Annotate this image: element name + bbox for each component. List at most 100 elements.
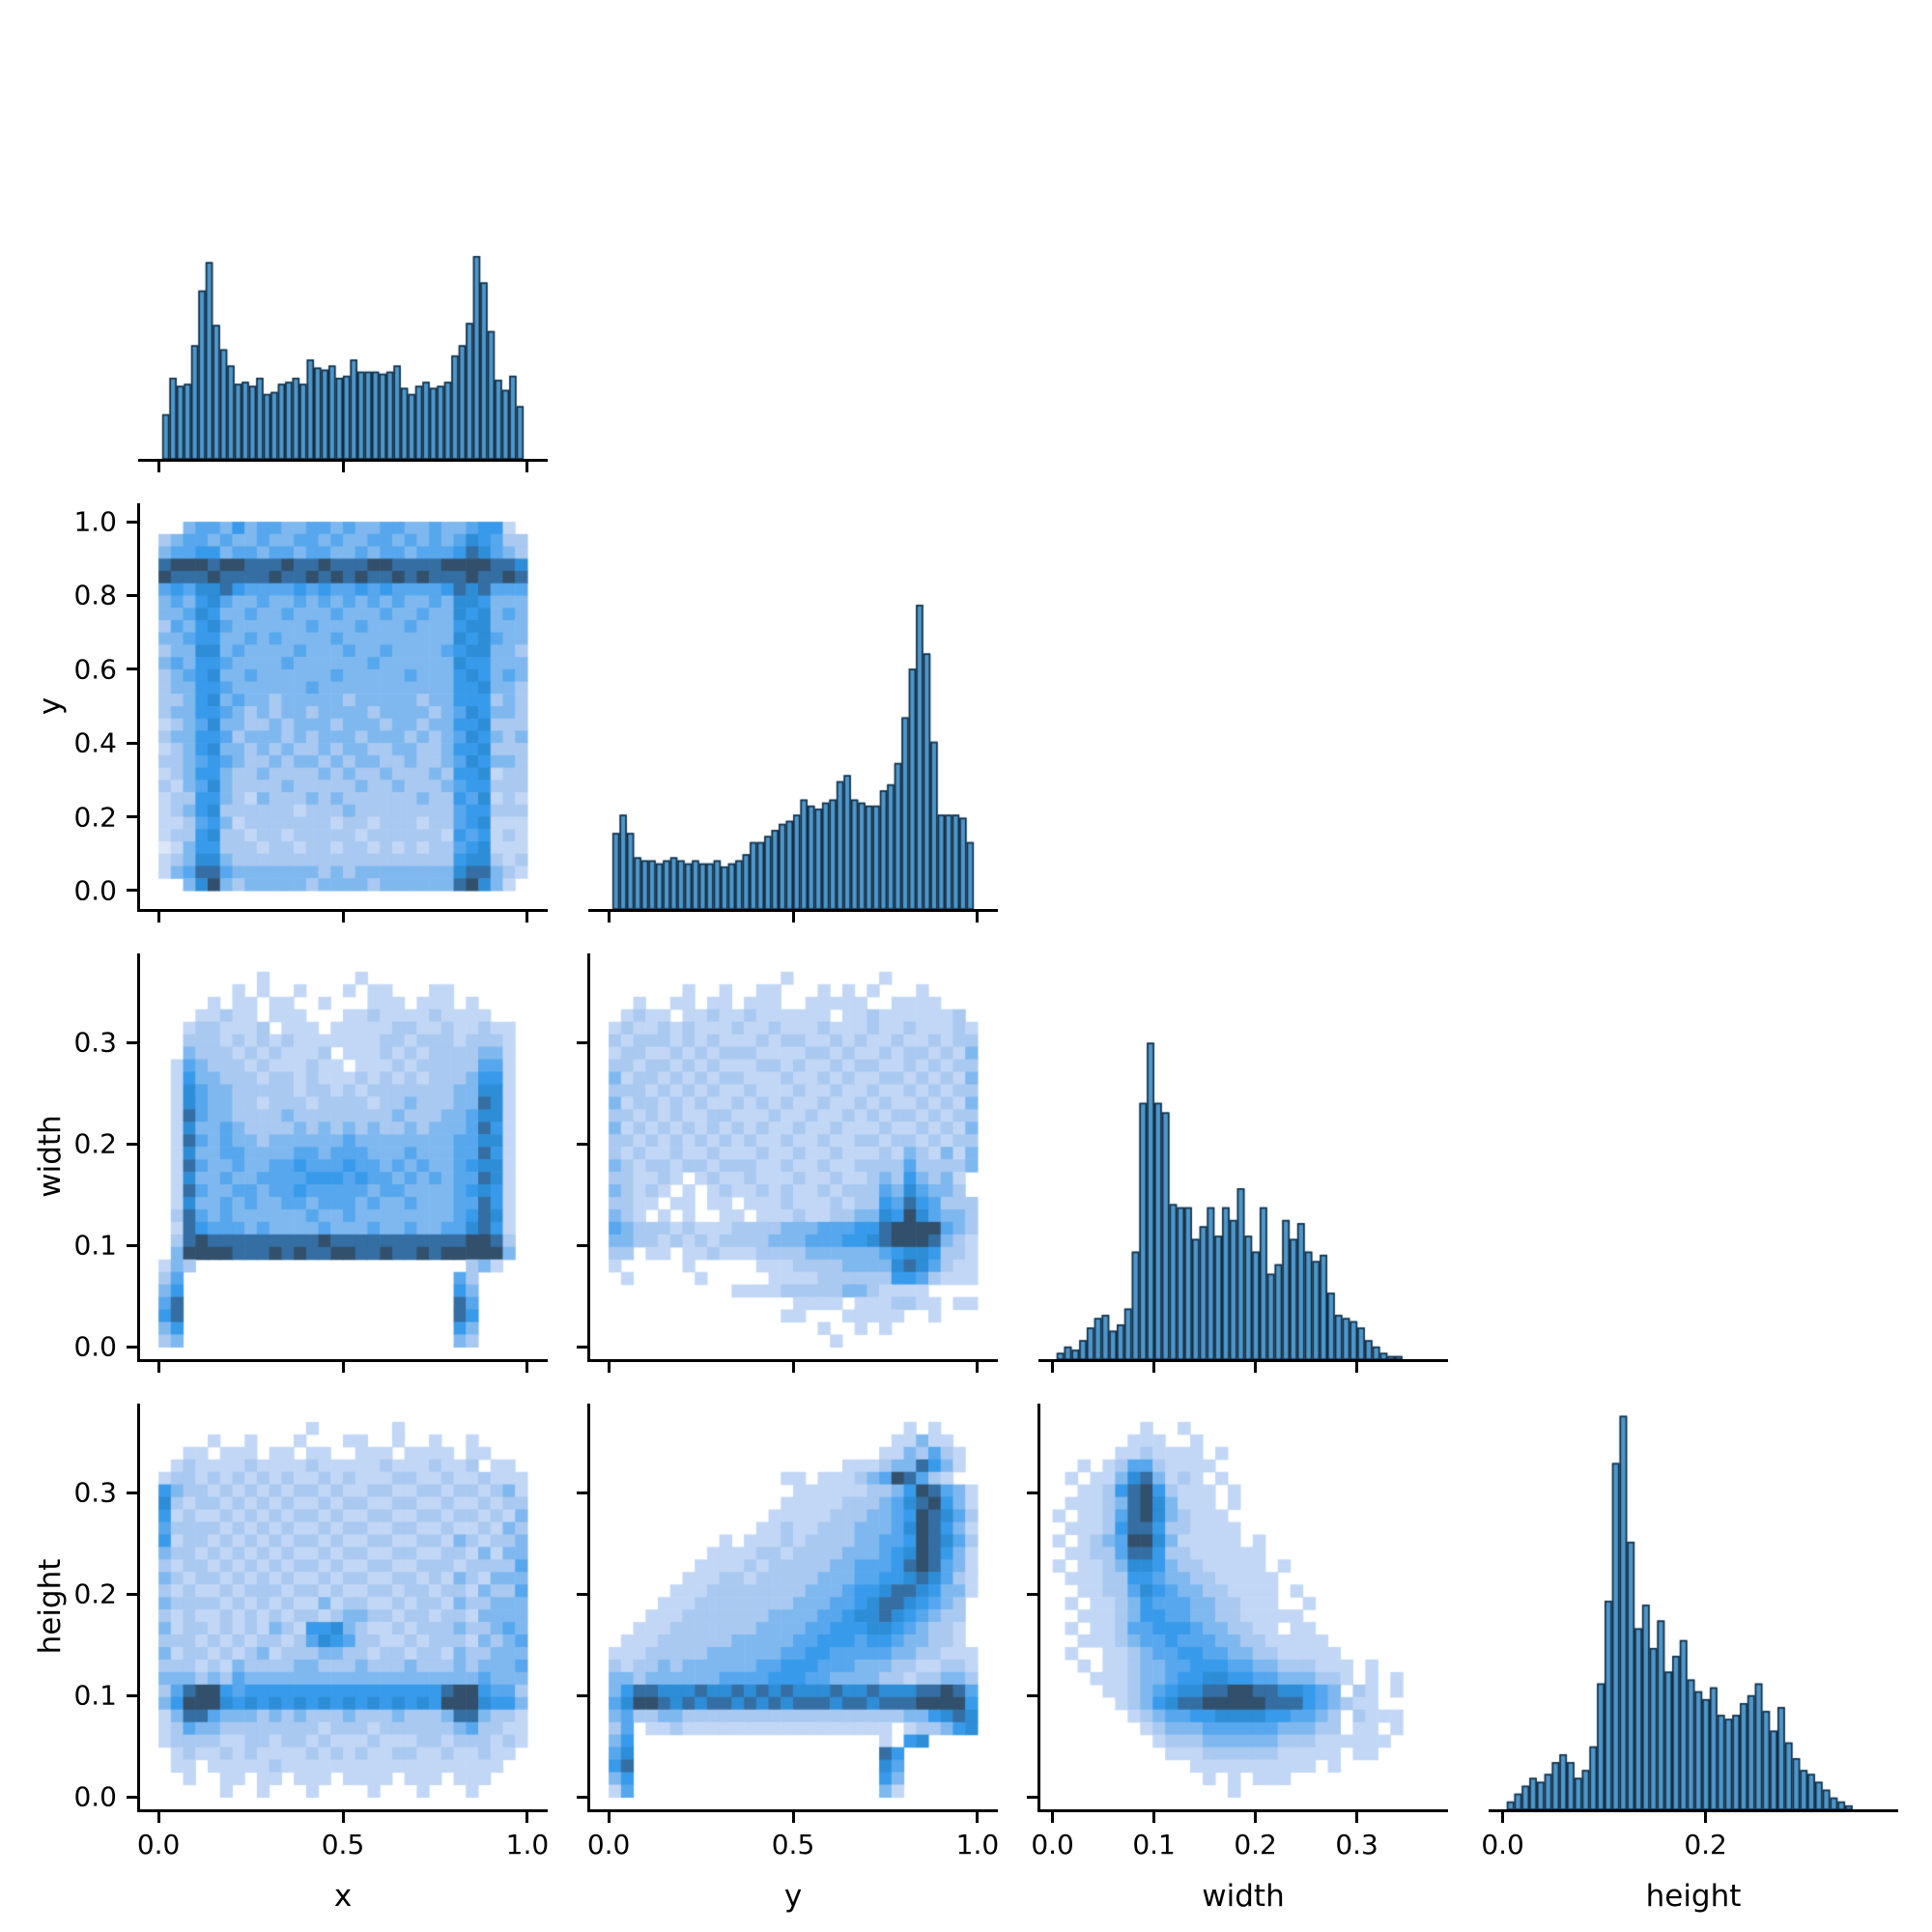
subplot-hist2d-x-width: 0.0 0.1 0.2 0.3 [73,953,548,1373]
y-tick-mark [1027,1693,1040,1697]
x-tick-mark [1355,1359,1359,1373]
left-spine [137,503,140,912]
x-axis-label-height: height [1645,1879,1742,1914]
bottom-spine [1038,1809,1448,1812]
x-tick-mark [156,1359,160,1373]
x-tick-mark [1254,1809,1258,1823]
bottom-spine [1038,1359,1448,1362]
hist2d-y-width-canvas [590,953,996,1359]
x-tick-label: 1.0 [505,1829,550,1861]
y-tick-label: 0.0 [73,1330,117,1363]
y-tick-mark [127,593,140,597]
x-tick-mark [1152,1809,1156,1823]
y-tick-label: 0.4 [73,726,117,759]
x-tick-mark [341,1809,345,1823]
x-axis-label-y: y [783,1879,803,1914]
left-spine [587,1404,590,1812]
y-tick-label: 0.6 [73,653,117,686]
hist2d-x-height-canvas [140,1404,546,1809]
hist-x-canvas [140,53,546,459]
subplot-hist2d-y-width [577,953,998,1373]
y-tick-mark [127,889,140,893]
y-tick-mark [127,1142,140,1146]
x-tick-mark [526,909,529,923]
y-tick-mark [577,1142,590,1146]
x-tick-mark [156,1809,160,1823]
x-tick-label: 1.0 [955,1829,1000,1861]
x-tick-mark [607,1359,611,1373]
y-tick-label: 0.1 [73,1679,117,1712]
subplot-hist2d-width-height: 0.0 0.1 0.2 0.3 [1027,1404,1448,1861]
x-tick-mark [156,459,160,472]
hist-width-canvas [1040,953,1446,1359]
y-tick-label: 0.0 [73,1780,117,1813]
x-tick-label: 0.2 [1684,1829,1727,1861]
x-tick-mark [341,909,345,923]
x-tick-mark [976,1809,980,1823]
x-tick-mark [341,1359,345,1373]
x-tick-mark [976,1359,980,1373]
y-axis-label-height: height [33,1558,68,1655]
x-axis-label-x: x [333,1879,353,1914]
y-tick-mark [577,1795,590,1799]
x-tick-mark [1501,1809,1505,1823]
x-tick-mark [791,1809,795,1823]
y-tick-mark [127,668,140,671]
x-tick-mark [1051,1359,1055,1373]
y-tick-label: 0.2 [73,801,117,834]
x-tick-mark [1355,1809,1359,1823]
x-tick-mark [1152,1359,1156,1373]
y-tick-mark [577,1592,590,1596]
x-tick-mark [341,459,345,472]
left-spine [1037,1404,1040,1812]
y-tick-label: 0.8 [73,579,117,611]
y-tick-label: 1.0 [73,505,117,538]
subplot-hist-x [138,53,548,472]
x-tick-mark [1704,1809,1708,1823]
hist2d-x-width-canvas [140,953,546,1359]
subplot-hist2d-y-height: 0.0 0.5 1.0 [577,1404,999,1861]
x-tick-mark [526,1809,529,1823]
y-tick-label: 0.2 [73,1127,117,1160]
x-tick-label: 0.0 [1031,1829,1074,1861]
x-tick-mark [156,909,160,923]
y-tick-label: 0.3 [73,1476,117,1509]
y-tick-mark [127,1795,140,1799]
x-tick-label: 0.0 [586,1829,631,1861]
subplot-hist-height: 0.0 0.2 [1481,1404,1898,1861]
x-tick-label: 0.3 [1335,1829,1378,1861]
y-tick-mark [127,1592,140,1596]
y-tick-mark [577,1243,590,1247]
y-tick-mark [577,1345,590,1349]
subplot-hist-width [1038,953,1448,1373]
y-tick-mark [127,1345,140,1349]
x-tick-label: 0.5 [771,1829,815,1861]
x-tick-mark [607,909,611,923]
x-tick-mark [791,909,795,923]
y-tick-mark [127,1693,140,1697]
bottom-spine [1489,1809,1898,1812]
y-tick-mark [1027,1592,1040,1596]
x-tick-mark [526,459,529,472]
y-tick-mark [127,1491,140,1494]
y-tick-label: 0.0 [73,874,117,907]
x-tick-mark [791,1359,795,1373]
y-tick-mark [1027,1491,1040,1494]
y-axis-label-width: width [33,1115,68,1198]
hist2d-y-height-canvas [590,1404,996,1809]
y-tick-mark [577,1491,590,1494]
hist-height-canvas [1491,1404,1896,1809]
x-tick-label: 0.0 [136,1829,181,1861]
x-tick-mark [1051,1809,1055,1823]
y-tick-mark [127,815,140,819]
y-tick-label: 0.3 [73,1026,117,1059]
x-tick-mark [976,909,980,923]
x-tick-label: 0.1 [1132,1829,1176,1861]
hist-y-canvas [590,503,996,909]
hist2d-x-y-canvas [140,503,546,909]
left-spine [587,953,590,1362]
y-tick-label: 0.2 [73,1577,117,1610]
y-tick-label: 0.1 [73,1229,117,1262]
left-spine [137,1404,140,1812]
